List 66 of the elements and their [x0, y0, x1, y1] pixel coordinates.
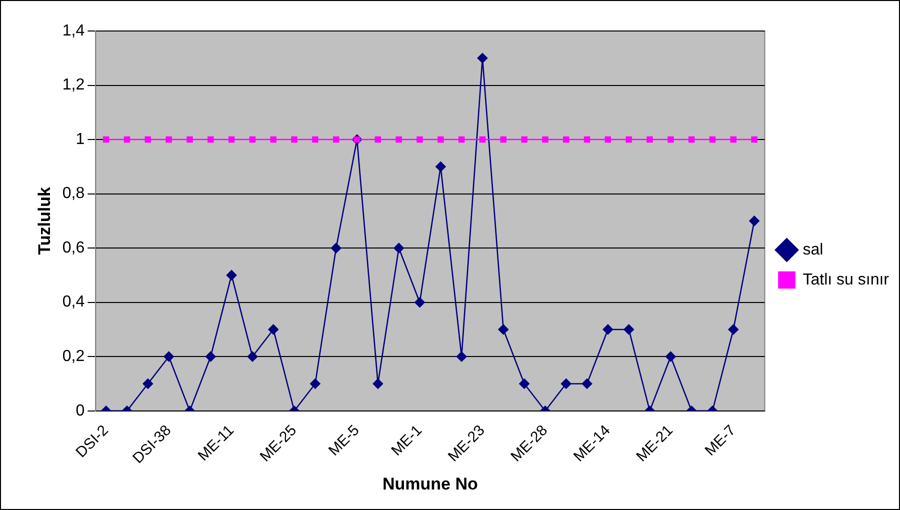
point — [396, 136, 402, 143]
point — [584, 136, 590, 143]
point — [330, 242, 342, 254]
point — [479, 136, 486, 143]
point — [205, 351, 216, 362]
point — [438, 136, 444, 143]
point — [560, 378, 572, 389]
point — [124, 136, 130, 143]
y-tick-label: 0,2 — [62, 348, 85, 365]
legend-label: sal — [802, 241, 824, 258]
point — [749, 216, 760, 226]
point — [626, 136, 632, 143]
point — [666, 351, 676, 362]
point — [646, 136, 653, 143]
point — [249, 136, 256, 143]
y-tick-label: 1,4 — [62, 22, 85, 40]
point — [542, 136, 548, 143]
y-tick-label: 0,4 — [62, 294, 85, 311]
legend-label: Tatlı su sınır — [802, 271, 890, 288]
point — [521, 136, 528, 143]
point — [436, 162, 446, 172]
x-axis-title: Numune No — [382, 474, 478, 494]
y-tick-label: 1 — [76, 130, 85, 148]
y-tick-label: 0 — [76, 402, 85, 420]
y-tick-label: 0,8 — [62, 185, 85, 202]
point — [142, 378, 154, 389]
point — [498, 324, 509, 335]
point — [668, 136, 674, 143]
y-tick-label: 1,2 — [62, 76, 85, 94]
y-tick-label: 0,6 — [62, 239, 85, 256]
point — [144, 136, 152, 143]
point — [751, 136, 758, 143]
point — [394, 242, 404, 254]
point — [728, 324, 739, 335]
point — [416, 136, 423, 143]
point — [730, 136, 737, 143]
point — [374, 136, 382, 143]
point — [604, 136, 612, 143]
point — [226, 270, 237, 280]
point — [582, 378, 592, 389]
point — [186, 136, 193, 143]
point — [688, 136, 695, 143]
point — [208, 136, 214, 143]
point — [456, 351, 467, 362]
point — [372, 378, 384, 389]
point — [291, 136, 298, 143]
point — [709, 136, 716, 143]
point — [414, 297, 425, 308]
point — [310, 378, 320, 389]
point — [102, 136, 110, 143]
point — [247, 351, 258, 362]
point — [228, 136, 235, 143]
point — [477, 52, 488, 64]
point — [624, 324, 634, 335]
point — [602, 324, 614, 335]
point — [519, 378, 530, 389]
point — [166, 136, 172, 143]
point — [500, 136, 507, 143]
point — [164, 351, 174, 362]
point — [268, 324, 279, 335]
point — [562, 136, 570, 143]
point — [270, 136, 276, 143]
y-axis-title: Tuzluluk — [34, 186, 54, 255]
point — [332, 136, 340, 143]
point — [312, 136, 318, 143]
point — [458, 136, 465, 143]
